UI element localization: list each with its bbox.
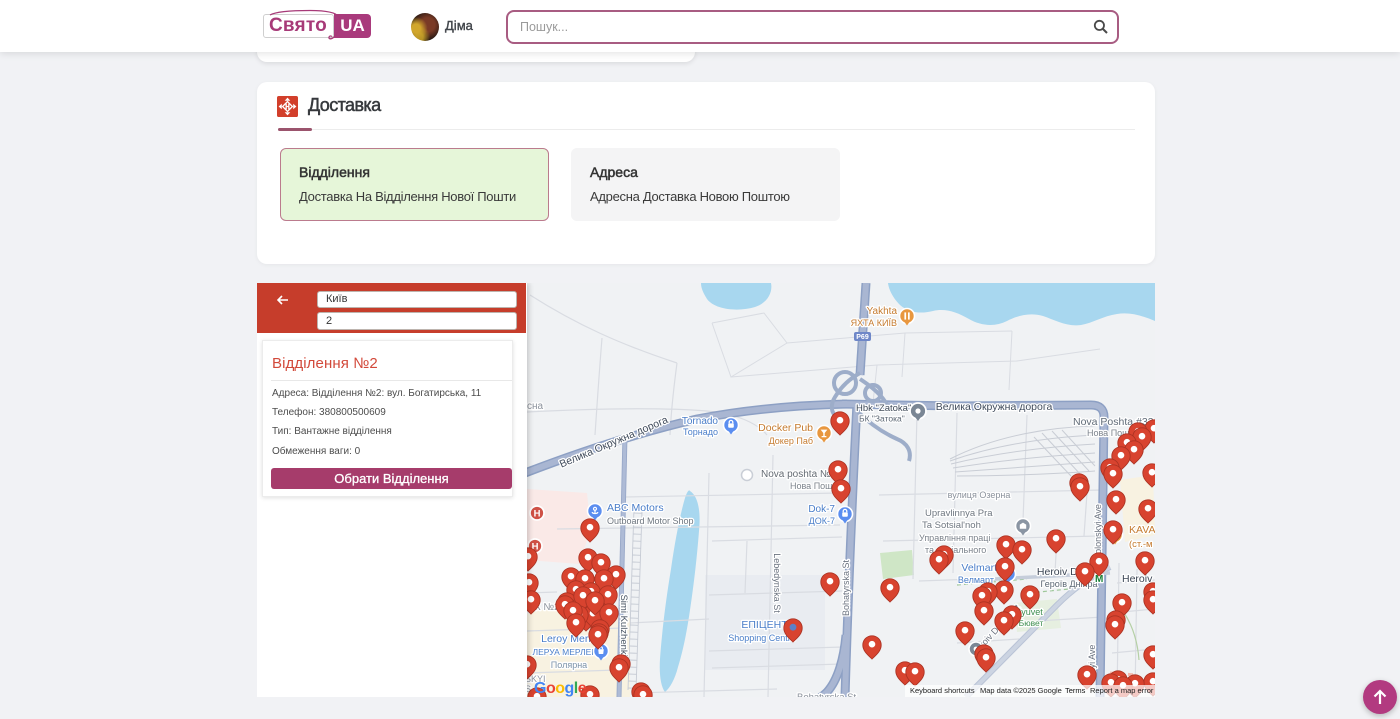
svg-text:Управління праці: Управління праці [919, 533, 990, 543]
svg-text:Полярна: Полярна [551, 660, 587, 670]
svg-text:Bohatyrska St: Bohatyrska St [841, 559, 851, 616]
svg-text:Docker Pub: Docker Pub [758, 422, 813, 434]
svg-text:Keyboard shortcuts: Keyboard shortcuts [910, 686, 975, 695]
svg-text:(ст.-м: (ст.-м [1129, 539, 1153, 550]
svg-text:Shopping Centre: Shopping Centre [728, 633, 796, 643]
svg-text:Heroiv D: Heroiv D [1122, 573, 1155, 585]
svg-text:Outboard Motor Shop: Outboard Motor Shop [607, 516, 694, 526]
svg-text:H: H [532, 541, 539, 552]
svg-text:Velmart: Velmart [961, 562, 997, 574]
svg-text:H: H [534, 508, 541, 519]
svg-text:Bohatyrska St: Bohatyrska St [797, 692, 856, 697]
svg-text:S: S [525, 684, 531, 694]
svg-text:M: M [1095, 574, 1103, 585]
svg-text:вулиця Озерна: вулиця Озерна [948, 490, 1011, 500]
svg-text:Tornado: Tornado [682, 416, 719, 427]
svg-text:Бювет: Бювет [1019, 618, 1044, 628]
svg-text:Upravlinnya Pra: Upravlinnya Pra [925, 508, 993, 519]
svg-text:Dok-7: Dok-7 [808, 504, 835, 515]
svg-text:Hbk "Zatoka": Hbk "Zatoka" [856, 403, 911, 414]
svg-text:Нова Пошта: Нова Пошта [790, 481, 841, 491]
svg-text:Simi Kulzhenkiv: Simi Kulzhenkiv [618, 594, 629, 661]
svg-text:ЯХТА КИЇВ: ЯХТА КИЇВ [851, 318, 897, 328]
svg-text:сна: сна [527, 401, 544, 412]
svg-text:Google: Google [534, 680, 587, 697]
svg-text:ABC Motors: ABC Motors [607, 502, 664, 514]
svg-text:Торнадо: Торнадо [683, 427, 718, 437]
svg-text:ЕПІЦЕНТР: ЕПІЦЕНТР [741, 619, 794, 631]
svg-text:Велика Окружна дорога: Велика Окружна дорога [936, 401, 1053, 413]
svg-text:Докер Паб: Докер Паб [769, 436, 813, 446]
svg-text:Map data ©2025 Google: Map data ©2025 Google [980, 686, 1062, 695]
svg-text:KAVA: KAVA [1129, 524, 1155, 536]
svg-text:ДОК-7: ДОК-7 [809, 516, 835, 526]
svg-text:Ta Sotsial'noh: Ta Sotsial'noh [922, 520, 981, 531]
svg-text:Nova poshta №2: Nova poshta №2 [761, 469, 837, 480]
svg-text:ЛЕРУА МЕРЛЕН: ЛЕРУА МЕРЛЕН [533, 647, 598, 657]
svg-text:P69: P69 [856, 334, 869, 341]
svg-text:Yakhta: Yakhta [867, 306, 898, 317]
svg-text:БК "Затока": БК "Затока" [859, 414, 905, 424]
svg-text:Obolonskyi Ave: Obolonskyi Ave [1093, 504, 1103, 566]
svg-text:Report a map error: Report a map error [1090, 686, 1154, 695]
svg-text:Lebedynska St: Lebedynska St [772, 553, 782, 613]
svg-text:Leroy Merlin: Leroy Merlin [541, 633, 599, 645]
svg-text:Terms: Terms [1065, 686, 1086, 695]
